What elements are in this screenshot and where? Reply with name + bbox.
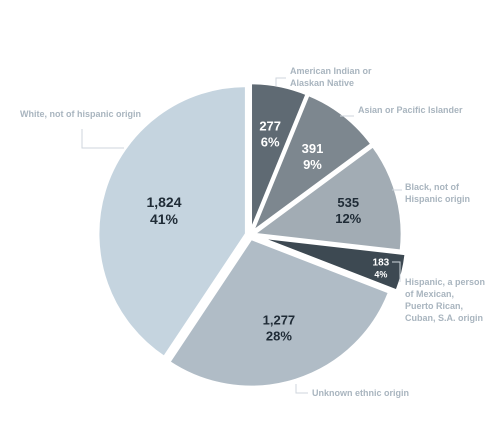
- category-callout-label: White, not of hispanic origin: [20, 109, 141, 119]
- slice-value-label: 1,824: [146, 194, 181, 210]
- slice-percent-label: 41%: [150, 211, 179, 227]
- slice-percent-label: 6%: [261, 134, 280, 149]
- callout-leader-line: [81, 129, 124, 149]
- pie-slice: [167, 237, 391, 389]
- pie-slice: [96, 84, 248, 359]
- pie-slice: [257, 235, 408, 292]
- category-callout-label: American Indian or Alaskan Native: [290, 66, 372, 88]
- slice-value-label: 183: [373, 257, 390, 268]
- callout-labels: American Indian or Alaskan Native Asian or…: [20, 66, 485, 398]
- slice-value-label: 277: [259, 118, 281, 133]
- category-callout-label: Asian or Pacific Islander: [358, 105, 463, 115]
- callout-leader-line: [392, 261, 401, 282]
- callout-leader-line: [275, 77, 286, 86]
- pie-slice: [252, 144, 404, 253]
- slice-percent-label: 9%: [303, 157, 322, 172]
- pie-slice: [249, 81, 308, 233]
- slice-percent-label: 28%: [266, 328, 292, 343]
- slice-percent-label: 4%: [374, 269, 387, 279]
- category-callout-label: Hispanic, a person of Mexican, Puerto Rica…: [405, 277, 485, 323]
- slice-percent-label: 12%: [335, 211, 361, 226]
- category-callout-label: Unknown ethnic origin: [312, 388, 409, 398]
- slice-value-label: 391: [302, 141, 324, 156]
- category-callout-label: Black, not of Hispanic origin: [405, 182, 470, 204]
- callout-leader-line: [295, 384, 308, 394]
- slice-value-label: 535: [337, 195, 359, 210]
- pie-slice: [251, 93, 373, 234]
- pie-slices: [96, 81, 408, 389]
- slice-value-label: 1,277: [263, 312, 296, 327]
